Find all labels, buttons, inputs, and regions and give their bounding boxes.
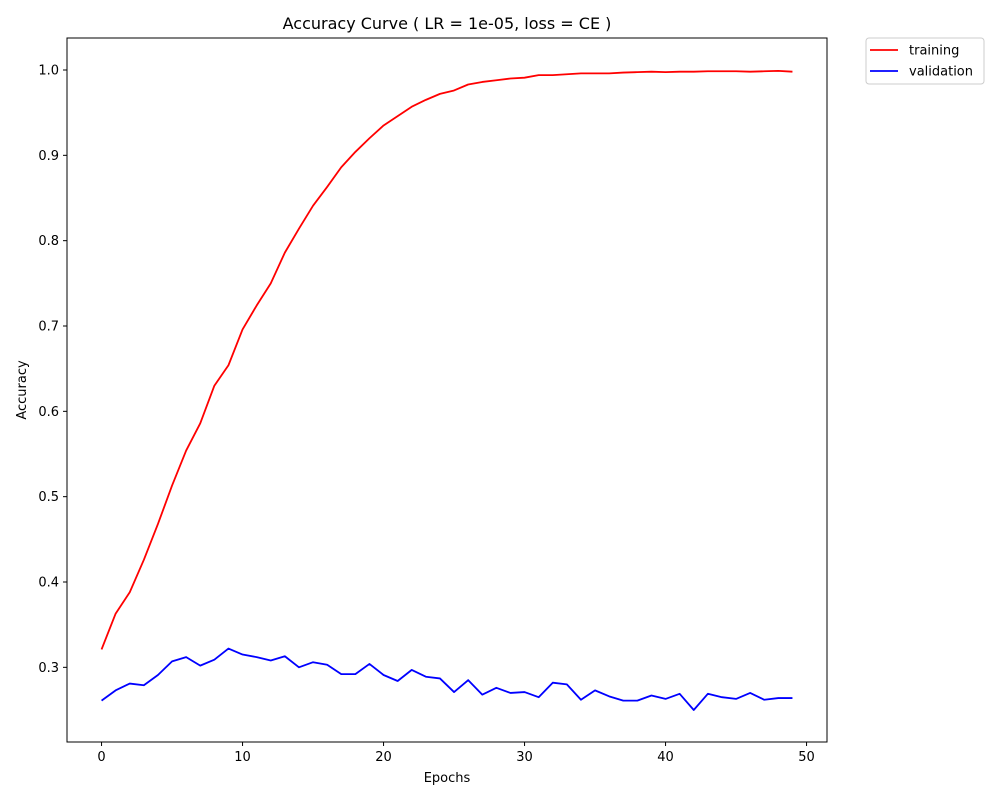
plot-frame	[66, 37, 828, 743]
x-tick-label: 40	[657, 750, 674, 765]
y-axis-title: Accuracy	[15, 360, 30, 420]
y-tick-label: 1.0	[38, 64, 59, 79]
plot-area: 0 10 20 30 40 50 0.3 0.4 0.5 0.6 0.7 0.8 0.9 1.0	[38, 37, 828, 765]
series-line-training	[100, 69, 793, 650]
x-tick-label: 30	[516, 750, 533, 765]
chart-title: Accuracy Curve ( LR = 1e-05, loss = CE )	[283, 14, 612, 33]
y-tick-label: 0.9	[38, 149, 59, 164]
series-line-validation	[101, 647, 793, 711]
y-tick-label: 0.4	[38, 576, 59, 591]
x-tick-label: 50	[798, 750, 815, 765]
y-tick-label: 0.6	[38, 405, 59, 420]
legend: training validation	[865, 37, 985, 85]
y-tick-label: 0.3	[38, 661, 59, 676]
x-tick-label: 20	[375, 750, 392, 765]
x-tick-label: 0	[97, 750, 105, 765]
y-tick-label: 0.7	[38, 320, 59, 335]
x-tick-label: 10	[234, 750, 251, 765]
x-axis-title: Epochs	[424, 771, 471, 786]
legend-label-training: training	[909, 44, 959, 59]
y-tick-label: 0.8	[38, 234, 59, 249]
y-tick-label: 0.5	[38, 490, 59, 505]
legend-label-validation: validation	[909, 65, 973, 80]
